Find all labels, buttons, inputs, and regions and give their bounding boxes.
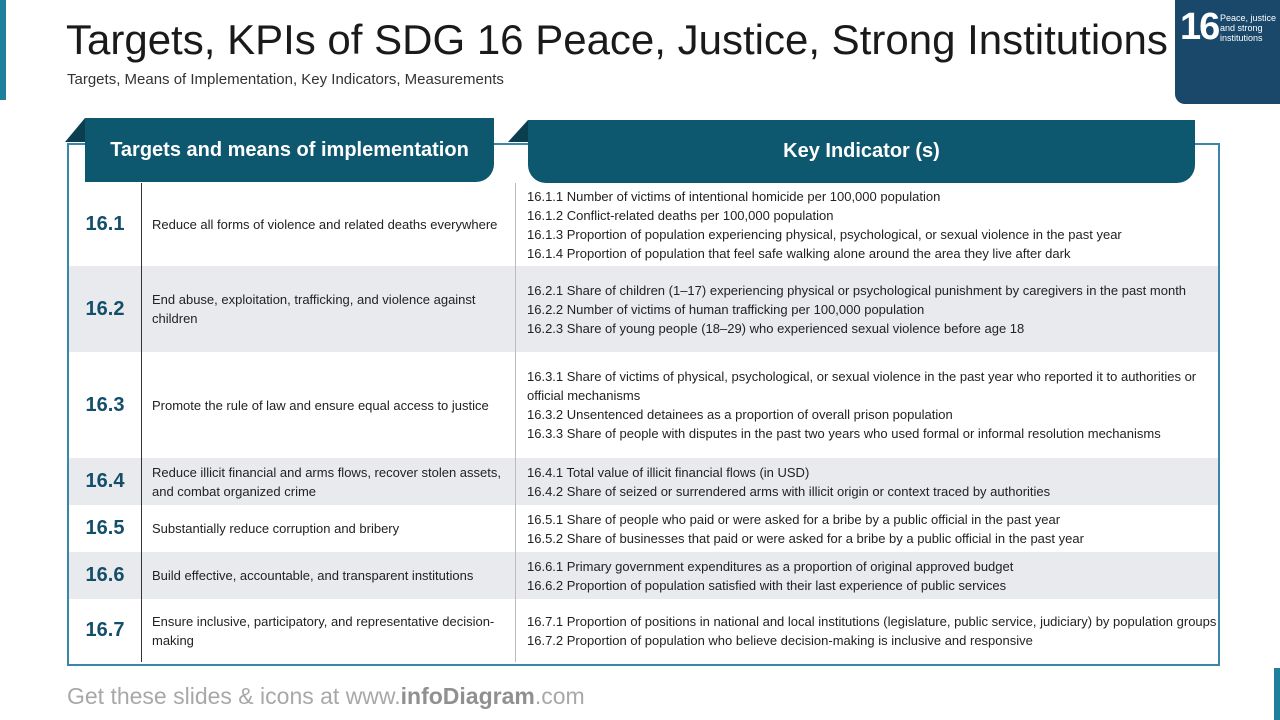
target-id: 16.4 bbox=[69, 458, 142, 505]
indicator: 16.7.1 Proportion of positions in nation… bbox=[527, 613, 1217, 629]
target-id: 16.1 bbox=[69, 183, 142, 266]
indicator-list: 16.3.1 Share of victims of physical, psy… bbox=[515, 352, 1217, 458]
table-row: 16.5 Substantially reduce corruption and … bbox=[69, 505, 1218, 552]
indicator: 16.1.2 Conflict-related deaths per 100,0… bbox=[527, 207, 834, 223]
indicator: 16.5.2 Share of businesses that paid or … bbox=[527, 530, 1084, 546]
footer-brand: infoDiagram bbox=[400, 683, 535, 709]
footer-text: .com bbox=[534, 683, 585, 709]
indicator: 16.7.2 Proportion of population who beli… bbox=[527, 632, 1033, 648]
sdg-badge: 16 Peace, justice and strong institution… bbox=[1175, 0, 1280, 104]
badge-text: Peace, justice and strong institutions bbox=[1220, 13, 1277, 43]
target-text: Reduce illicit financial and arms flows,… bbox=[152, 464, 501, 499]
target-id: 16.7 bbox=[69, 599, 142, 662]
title: Targets, KPIs of SDG 16 Peace, Justice, … bbox=[66, 16, 1168, 63]
accent-bar bbox=[1274, 668, 1280, 720]
badge-number: 16 bbox=[1180, 6, 1220, 48]
target-text: Substantially reduce corruption and brib… bbox=[152, 521, 400, 536]
table-row: 16.6 Build effective, accountable, and tr… bbox=[69, 552, 1218, 599]
indicator: 16.4.2 Share of seized or surrendered ar… bbox=[527, 483, 1051, 499]
indicator: 16.2.1 Share of children (1–17) experien… bbox=[527, 282, 1187, 298]
header-corners bbox=[65, 118, 528, 142]
footer-text: Get these slides & icons at www. bbox=[67, 683, 401, 709]
target-id: 16.3 bbox=[69, 352, 142, 458]
indicator: 16.2.3 Share of young people (18–29) who… bbox=[527, 320, 1025, 336]
indicator: 16.6.1 Primary government expenditures a… bbox=[527, 558, 1014, 574]
indicator: 16.1.3 Proportion of population experien… bbox=[527, 226, 1122, 242]
subtitle: Targets, Means of Implementation, Key In… bbox=[67, 71, 504, 88]
target-text: Promote the rule of law and ensure equal… bbox=[152, 397, 489, 413]
indicator-list: 16.4.1 Total value of illicit financial … bbox=[515, 458, 1217, 505]
column-header: Key Indicator (s) bbox=[528, 120, 1195, 183]
table-row: 16.2 End abuse, exploitation, trafficking… bbox=[69, 266, 1218, 352]
indicator-list: 16.1.1 Number of victims of intentional … bbox=[515, 183, 1217, 266]
table-row: 16.4 Reduce illicit financial and arms fl… bbox=[69, 458, 1218, 505]
footer: Get these slides & icons at www.infoDiag… bbox=[67, 683, 585, 710]
indicator: 16.3.3 Share of people with disputes in … bbox=[527, 426, 1161, 441]
target-text: Build effective, accountable, and transp… bbox=[152, 568, 474, 583]
target-text: Ensure inclusive, participatory, and rep… bbox=[152, 613, 495, 648]
indicator-list: 16.6.1 Primary government expenditures a… bbox=[515, 552, 1217, 599]
accent-bar bbox=[0, 0, 6, 100]
target-id: 16.5 bbox=[69, 505, 142, 552]
indicator: 16.3.2 Unsentenced detainees as a propor… bbox=[527, 407, 953, 422]
table-row: 16.3 Promote the rule of law and ensure e… bbox=[69, 352, 1218, 458]
column-header: Targets and means of implementation bbox=[85, 118, 494, 182]
indicator: 16.6.2 Proportion of population satisfie… bbox=[527, 577, 1007, 593]
indicator: 16.4.1 Total value of illicit financial … bbox=[527, 464, 810, 480]
indicator-list: 16.2.1 Share of children (1–17) experien… bbox=[515, 266, 1217, 352]
target-id: 16.6 bbox=[69, 552, 142, 599]
target-id: 16.2 bbox=[69, 266, 142, 352]
indicator-list: 16.7.1 Proportion of positions in nation… bbox=[515, 599, 1217, 662]
indicator: 16.2.2 Number of victims of human traffi… bbox=[527, 301, 925, 317]
indicator: 16.1.1 Number of victims of intentional … bbox=[527, 188, 941, 204]
indicator: 16.3.1 Share of victims of physical, psy… bbox=[527, 369, 1197, 403]
table-row: 16.1 Reduce all forms of violence and rel… bbox=[69, 183, 1218, 266]
target-text: End abuse, exploitation, trafficking, an… bbox=[152, 292, 476, 326]
table-row: 16.7 Ensure inclusive, participatory, and… bbox=[69, 599, 1216, 662]
indicator: 16.1.4 Proportion of population that fee… bbox=[527, 245, 1071, 261]
target-text: Reduce all forms of violence and related… bbox=[152, 217, 498, 232]
indicator: 16.5.1 Share of people who paid or were … bbox=[527, 511, 1061, 527]
indicator-list: 16.5.1 Share of people who paid or were … bbox=[515, 505, 1217, 552]
